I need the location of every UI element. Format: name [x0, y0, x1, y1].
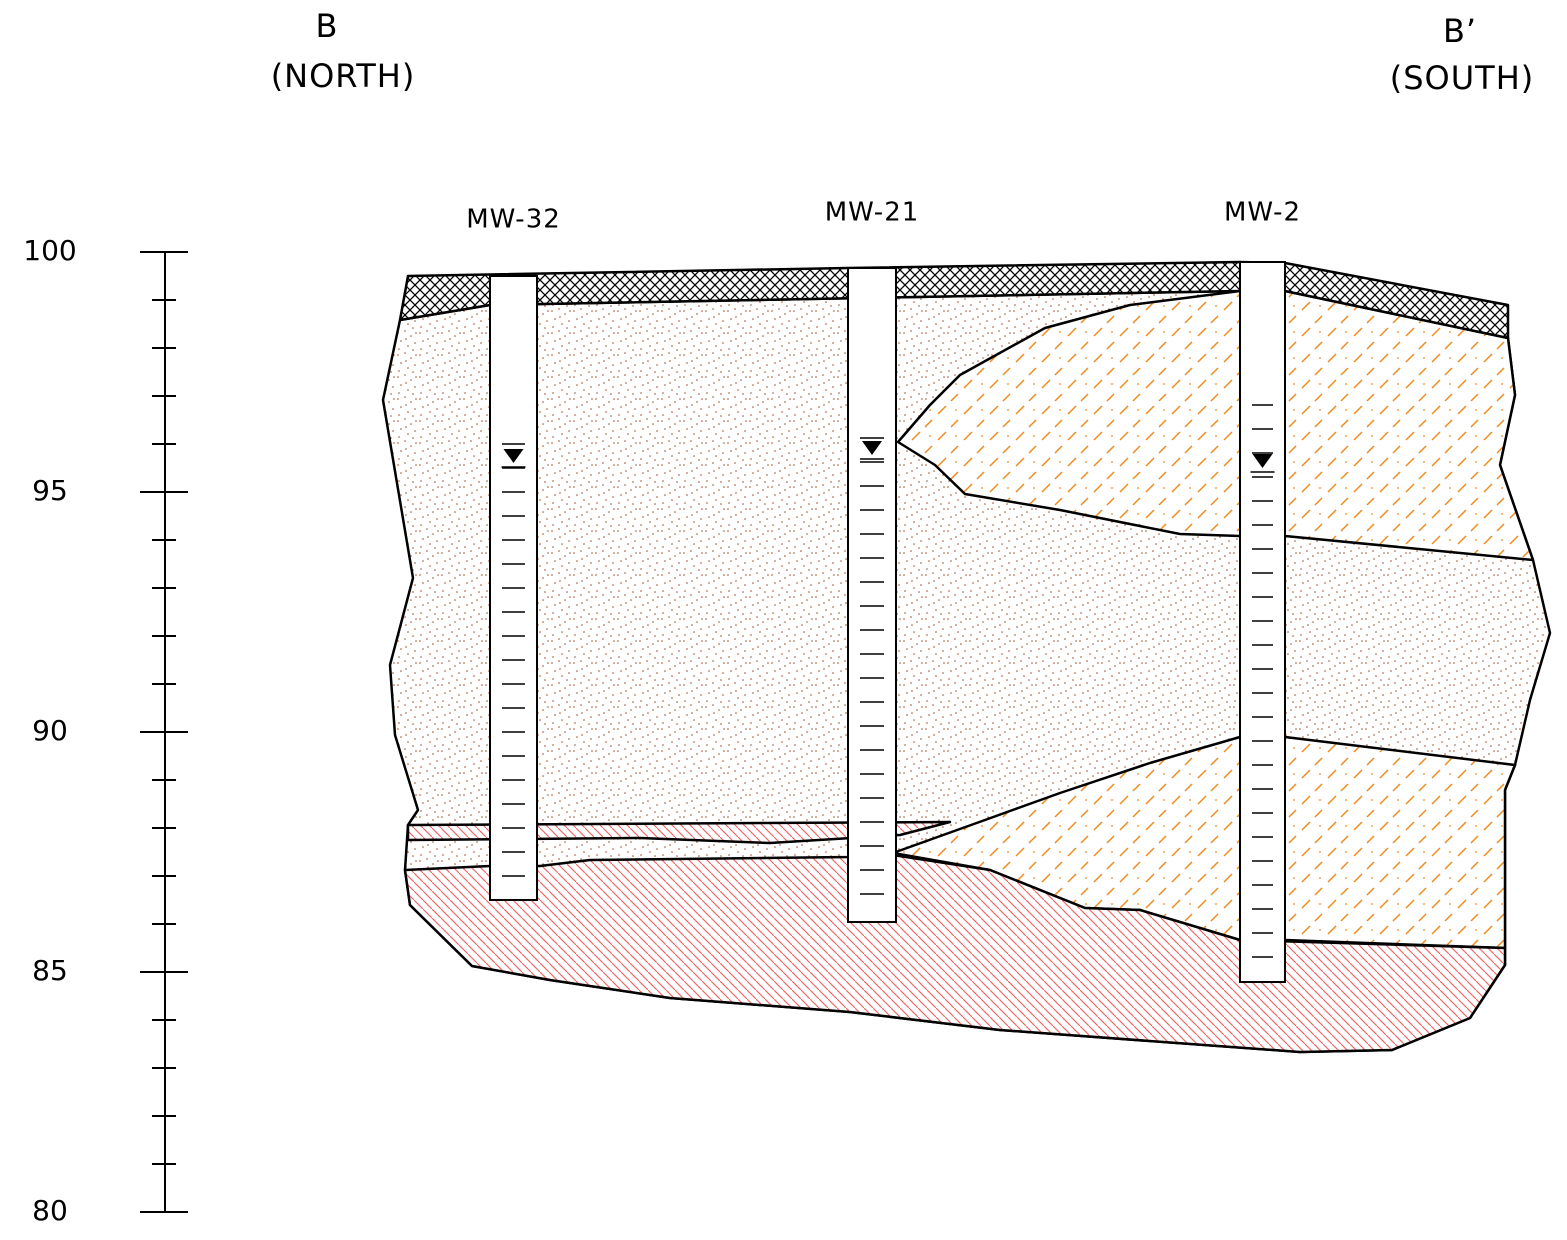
strata: [383, 262, 1550, 1052]
scale-label: 90: [32, 714, 68, 747]
scale-label: 80: [32, 1194, 68, 1227]
scale-label: 95: [32, 474, 68, 507]
well-label: MW-21: [825, 198, 920, 228]
section-end-label: B’: [1443, 12, 1477, 50]
scale-label: 85: [32, 954, 68, 987]
section-end-direction: (SOUTH): [1390, 59, 1535, 97]
section-start-label: B: [316, 7, 339, 45]
elevation-scale: 100 95 90 85 80: [23, 234, 188, 1227]
well-label: MW-2: [1224, 198, 1301, 228]
well-casing: [1240, 262, 1285, 982]
well-label: MW-32: [466, 205, 561, 235]
cross-section: B (NORTH) B’ (SOUTH) MW-32 MW-21 MW-2 100 9…: [0, 0, 1567, 1236]
scale-label: 100: [23, 234, 76, 267]
well-casing: [848, 268, 896, 922]
page: {"header": {"left": {"letter": "B", "dir…: [0, 0, 1567, 1236]
section-start-direction: (NORTH): [271, 57, 416, 95]
